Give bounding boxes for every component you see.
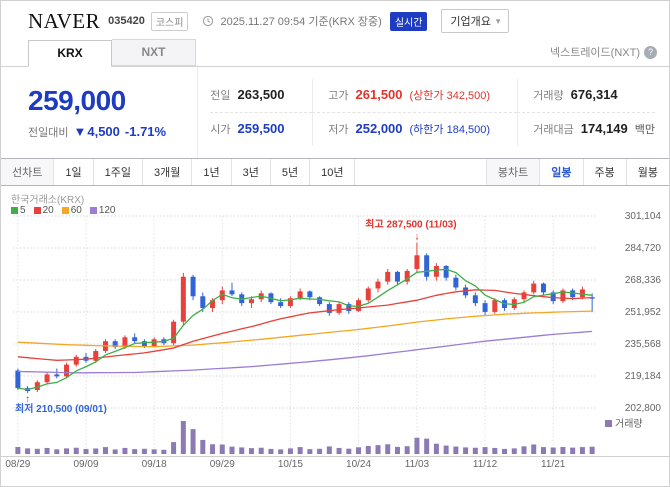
realtime-badge: 실시간 [389,11,428,31]
svg-text:235,568: 235,568 [625,339,662,350]
svg-text:11/21: 11/21 [541,459,566,470]
stats-grid: 전일 263,500 고가 261,500 (상한가 342,500) 거래량 … [210,79,655,146]
company-overview-label: 기업개요 [450,16,491,28]
legend-item-ma5: 5 [11,205,26,216]
ma-legend: 5 20 60 120 [11,205,116,216]
stat-prev-close: 전일 263,500 [210,79,313,113]
svg-text:202,800: 202,800 [625,403,662,414]
svg-text:↓: ↓ [414,232,419,243]
period-3y[interactable]: 3년 [232,159,271,185]
period-1y[interactable]: 1년 [192,159,232,185]
current-price-block: 259,000 전일대비 ▼ 4,500 -1.71% [28,67,199,158]
stat-volume: 거래량 676,314 [517,79,655,113]
svg-text:284,720: 284,720 [625,243,662,254]
legend-item-ma120: 120 [89,205,116,216]
exchange-label: 한국거래소(KRX) [11,195,85,206]
stock-chart: 301,104 284,720 268,336 251,952 235,568 219,1… [1,211,669,470]
company-overview-button[interactable]: 기업개요 ▾ [441,9,510,33]
candle-chart-label[interactable]: 봉차트 [485,159,540,185]
tab-nxt[interactable]: NXT [112,39,196,66]
svg-text:거래량: 거래량 [615,418,643,430]
svg-text:11/03: 11/03 [405,459,430,470]
clock-icon [202,15,214,27]
legend-item-ma20: 20 [33,205,54,216]
change-label: 전일대비 [28,127,69,139]
period-daily[interactable]: 일봉 [539,159,582,185]
period-5y[interactable]: 5년 [271,159,311,185]
svg-text:301,104: 301,104 [625,211,662,222]
svg-text:↑: ↑ [25,394,30,405]
svg-text:11/12: 11/12 [473,459,498,470]
ma60-swatch-icon [61,207,69,214]
chart-area: 한국거래소(KRX) 5 20 60 120 301,104 284,720 268… [1,186,669,486]
stock-name: NAVER [28,8,101,33]
tab-krx[interactable]: KRX [28,40,112,67]
ma120-swatch-icon [89,207,97,214]
svg-text:219,184: 219,184 [625,371,662,382]
current-price: 259,000 [28,85,126,116]
ma5-swatch-icon [11,207,18,214]
period-line-chart[interactable]: 선차트 [1,159,55,185]
svg-text:10/15: 10/15 [278,459,303,470]
period-weekly[interactable]: 주봉 [582,159,626,185]
stat-trade-value: 거래대금 174,149 백만 [517,113,655,146]
period-10y[interactable]: 10년 [310,159,356,185]
stat-low: 저가 252,000 (하한가 184,500) [312,113,517,146]
svg-text:08/29: 08/29 [5,459,30,470]
exchange-tabs: KRX NXT 넥스트레이드(NXT) ? [1,39,669,67]
legend-item-ma60: 60 [61,205,82,216]
nxt-info: 넥스트레이드(NXT) ? [550,44,669,66]
svg-text:최저 210,500 (09/01): 최저 210,500 (09/01) [15,402,107,415]
caret-down-icon: ▾ [495,15,501,26]
quote-datetime: 2025.11.27 09:54 기준(KRX 장중) [220,16,382,28]
stat-high: 고가 261,500 (상한가 342,500) [312,79,518,113]
candle-period-group: 봉차트 일봉 주봉 월봉 [485,159,669,185]
period-1d[interactable]: 1일 [54,159,94,185]
ma20-swatch-icon [33,207,41,214]
header: NAVER 035420 코스피 2025.11.27 09:54 기준(KRX… [1,1,669,39]
svg-text:251,952: 251,952 [625,307,662,318]
svg-text:09/18: 09/18 [142,459,167,470]
svg-text:09/29: 09/29 [210,459,235,470]
svg-text:10/24: 10/24 [346,459,371,470]
change-value: 4,500 [87,124,120,139]
svg-text:09/09: 09/09 [73,459,98,470]
period-monthly[interactable]: 월봉 [625,159,669,185]
info-icon[interactable]: ? [644,45,657,59]
market-badge: 코스피 [150,11,189,31]
nxt-info-label: 넥스트레이드(NXT) [549,47,640,59]
svg-text:268,336: 268,336 [625,275,662,286]
price-panel: 259,000 전일대비 ▼ 4,500 -1.71% 전일 263,500 고… [1,67,669,158]
svg-text:최고 287,500 (11/03): 최고 287,500 (11/03) [365,218,456,231]
down-arrow-icon: ▼ [73,124,87,139]
stat-open: 시가 259,500 [210,121,285,136]
period-bar: 선차트 1일 1주일 3개월 1년 3년 5년 10년 봉차트 일봉 주봉 월봉 [1,158,669,186]
period-1w[interactable]: 1주일 [94,159,143,185]
period-3m[interactable]: 3개월 [143,159,193,185]
stock-code: 035420 [108,15,145,27]
change-row: 전일대비 ▼ 4,500 -1.71% [28,124,197,140]
change-percent: -1.71% [124,124,167,139]
